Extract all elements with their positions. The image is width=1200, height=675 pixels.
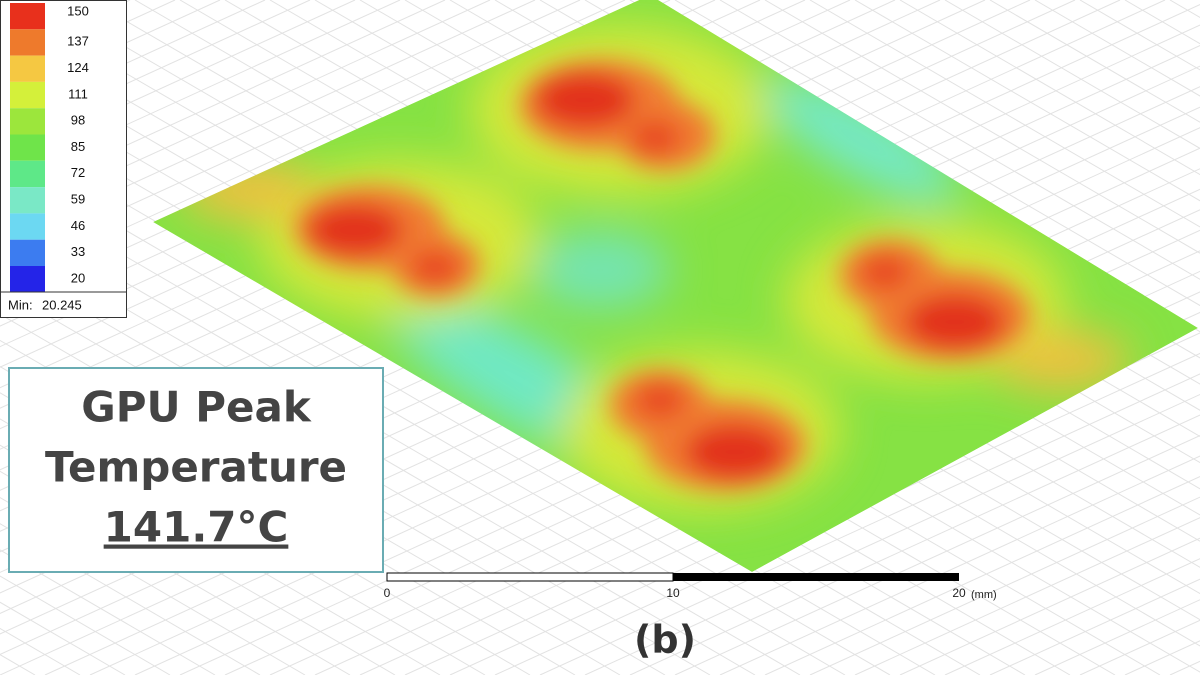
- thermal-plate: [153, 0, 1198, 572]
- grid-line: [674, 0, 1200, 307]
- grid-line: [764, 476, 1200, 675]
- legend-swatch: [10, 29, 45, 56]
- legend-label: 33: [71, 244, 85, 259]
- legend-label: 124: [67, 60, 89, 75]
- grid-line: [989, 0, 1200, 123]
- grid-line: [899, 0, 1200, 176]
- grid-line: [764, 0, 1200, 254]
- callout-line: GPU Peak: [81, 383, 312, 432]
- legend-label: 137: [67, 34, 89, 49]
- grid-line: [944, 0, 1200, 149]
- scale-label: 0: [384, 586, 391, 600]
- grid-line: [719, 0, 1200, 280]
- legend-label: 85: [71, 139, 85, 154]
- legend-label: 111: [68, 86, 88, 101]
- legend-swatch: [10, 266, 45, 293]
- grid-line: [719, 455, 1200, 675]
- scale-unit: (mm): [971, 589, 997, 601]
- legend-label: 98: [71, 113, 85, 128]
- legend-label: 20: [71, 270, 85, 285]
- legend-swatch: [10, 3, 45, 30]
- legend-label: 46: [71, 218, 85, 233]
- legend-swatch: [10, 55, 45, 82]
- legend-swatch: [10, 213, 45, 240]
- grid-line: [584, 393, 1200, 675]
- callout-line: Temperature: [45, 443, 347, 492]
- grid-line: [809, 0, 1200, 228]
- min-value: 20.245: [42, 297, 82, 312]
- callout-box: [8, 367, 384, 573]
- legend-swatch: [10, 187, 45, 214]
- grid-line: [539, 373, 1200, 675]
- grid-line: [899, 537, 1200, 675]
- scale-labels: 0 10 20 (mm): [384, 586, 997, 601]
- scale-bar-black: [673, 573, 959, 581]
- grid-line: [674, 435, 1200, 675]
- grid-line: [809, 496, 1200, 675]
- caption: (b): [634, 618, 696, 662]
- min-label: Min:: [8, 297, 33, 312]
- legend-swatch: [10, 81, 45, 109]
- grid-line: [629, 414, 1200, 675]
- grid-line: [944, 558, 1200, 675]
- grid-line: [0, 0, 401, 183]
- grid-line: [0, 0, 626, 286]
- legend-label: 150: [67, 3, 89, 18]
- legend-swatch: [10, 108, 45, 135]
- legend-label: 72: [71, 165, 85, 180]
- legend-label: 59: [71, 192, 85, 207]
- scale-label: 10: [666, 586, 680, 600]
- grid-line: [449, 332, 1200, 675]
- callout-value: 141.7°C: [104, 503, 289, 552]
- grid-line: [854, 0, 1200, 202]
- scale-label: 20: [952, 586, 966, 600]
- grid-line: [0, 0, 491, 225]
- grid-line: [0, 0, 581, 266]
- scale-bar-white: [386, 572, 674, 582]
- grid-line: [0, 0, 446, 204]
- legend-swatch: [10, 134, 45, 161]
- grid-line: [0, 0, 536, 245]
- legend-swatch: [10, 239, 45, 266]
- legend: 150 137 124 111 98 85 72 59 46 33 20: [10, 3, 89, 293]
- grid-line: [854, 517, 1200, 675]
- legend-swatch: [10, 160, 45, 188]
